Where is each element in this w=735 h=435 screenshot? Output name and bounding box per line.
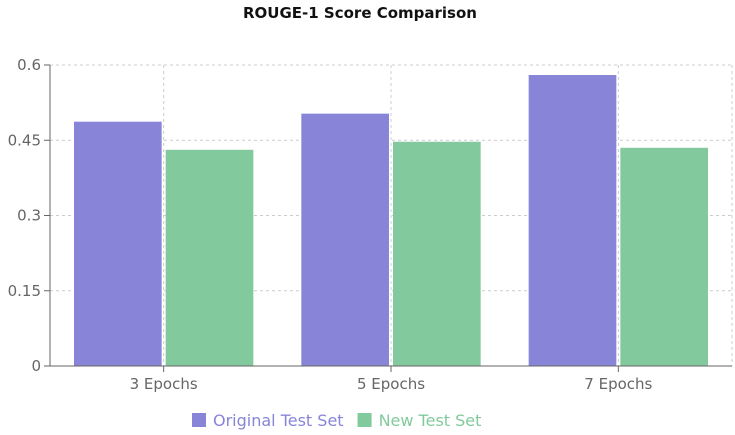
legend-label: New Test Set [379, 411, 482, 430]
axes: 0 0.15 0.3 0.45 0.6 3 Epochs 5 Epochs 7 Epochs [8, 56, 732, 393]
bar-series2-2 [393, 141, 481, 366]
bar-series1-2 [301, 113, 389, 366]
grid [50, 64, 733, 366]
bars [74, 75, 708, 367]
x-tick-label: 5 Epochs [357, 375, 425, 393]
bar-series1-3 [528, 75, 617, 367]
bar-series1-1 [74, 121, 162, 367]
y-tick-label: 0.3 [17, 207, 41, 225]
x-tick-label: 3 Epochs [130, 375, 198, 393]
y-tick-label: 0 [31, 357, 41, 375]
legend-swatch [192, 413, 206, 427]
y-tick-label: 0.45 [8, 131, 41, 149]
bar-series2-3 [620, 147, 708, 366]
y-tick-label: 0.6 [17, 56, 41, 74]
y-tick-label: 0.15 [8, 282, 41, 300]
chart-title: ROUGE-1 Score Comparison [243, 4, 477, 22]
legend: Original Test Set New Test Set [192, 411, 481, 430]
bar-series2-1 [165, 149, 254, 366]
legend-label: Original Test Set [213, 411, 344, 430]
legend-swatch [357, 413, 372, 427]
x-tick-label: 7 Epochs [584, 375, 652, 393]
